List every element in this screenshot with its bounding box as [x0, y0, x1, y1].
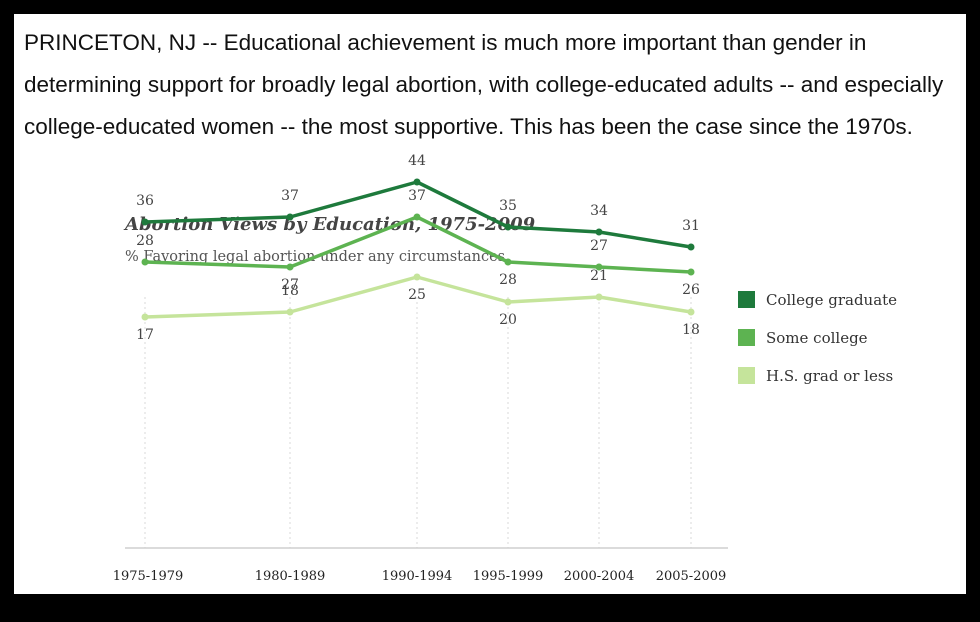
data-label: 18 — [281, 283, 299, 299]
line-chart: 1975-1979 1980-1989 1990-1994 1995-1999 2000… — [113, 153, 728, 584]
series-line-0 — [143, 180, 693, 249]
data-point — [504, 298, 512, 306]
data-label: 27 — [590, 238, 608, 254]
series-line-1 — [143, 215, 693, 274]
x-tick-label: 2000-2004 — [564, 569, 635, 584]
data-point — [687, 308, 695, 316]
data-label: 27 — [281, 277, 299, 293]
legend-swatch — [738, 329, 755, 346]
data-point — [141, 313, 149, 321]
data-point — [286, 213, 294, 221]
data-label: 31 — [682, 218, 700, 234]
data-point — [413, 213, 421, 221]
legend-item: College graduate — [738, 290, 958, 309]
data-label: 17 — [136, 327, 154, 343]
legend-swatch — [738, 367, 755, 384]
data-label: 37 — [281, 188, 299, 204]
legend-label: Some college — [766, 328, 868, 347]
data-point — [286, 263, 294, 271]
legend-label: H.S. grad or less — [766, 366, 894, 385]
legend-swatch — [738, 291, 755, 308]
data-label: 21 — [590, 268, 608, 284]
data-label: 37 — [408, 188, 426, 204]
data-label: 18 — [682, 322, 700, 338]
data-label: 28 — [499, 272, 517, 288]
series-line-2 — [143, 275, 693, 319]
data-point — [141, 258, 149, 266]
data-label: 35 — [499, 198, 517, 214]
data-point — [595, 228, 603, 236]
data-label: 34 — [590, 203, 608, 219]
data-label: 36 — [136, 193, 154, 209]
data-point — [687, 268, 695, 276]
x-tick-label: 1975-1979 — [113, 569, 184, 584]
data-point — [595, 293, 603, 301]
data-point — [413, 178, 421, 186]
x-tick-label: 2005-2009 — [656, 569, 727, 584]
data-point — [413, 273, 421, 281]
data-point — [286, 308, 294, 316]
chart-legend: College graduate Some college H.S. grad or… — [738, 290, 958, 404]
data-label: 25 — [408, 287, 426, 303]
x-tick-label: 1995-1999 — [473, 569, 544, 584]
article-panel: PRINCETON, NJ -- Educational achievement… — [14, 14, 966, 594]
x-tick-label: 1990-1994 — [382, 569, 453, 584]
legend-item: H.S. grad or less — [738, 366, 958, 385]
data-point — [687, 243, 695, 251]
data-point — [141, 218, 149, 226]
data-point — [595, 263, 603, 271]
x-tick-label: 1980-1989 — [255, 569, 326, 584]
intro-paragraph: PRINCETON, NJ -- Educational achievement… — [24, 30, 944, 139]
data-point — [504, 258, 512, 266]
legend-item: Some college — [738, 328, 958, 347]
legend-label: College graduate — [766, 290, 898, 309]
data-point — [504, 223, 512, 231]
data-label: 44 — [408, 153, 426, 169]
data-label: 26 — [682, 282, 700, 298]
data-label: 28 — [136, 233, 154, 249]
data-label: 20 — [499, 312, 517, 328]
